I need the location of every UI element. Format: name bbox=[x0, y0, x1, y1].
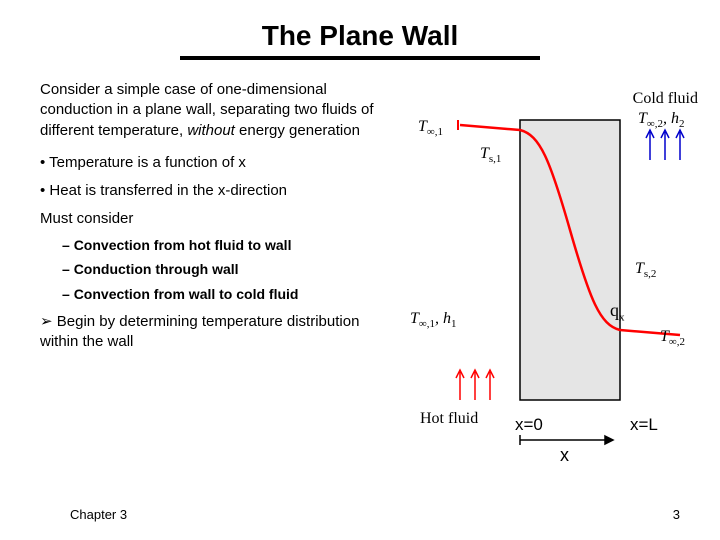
text-content: Consider a simple case of one-dimensiona… bbox=[40, 80, 380, 353]
Tinf2h2-label: T∞,2, h2 bbox=[638, 110, 685, 130]
Ts1-label: Ts,1 bbox=[480, 145, 501, 165]
Tinf1-label: T∞,1 bbox=[418, 118, 443, 138]
x0-label: x=0 bbox=[515, 415, 543, 435]
slide-title: The Plane Wall bbox=[0, 0, 720, 52]
wall-rect bbox=[520, 120, 620, 400]
must-consider: Must consider bbox=[40, 209, 380, 229]
intro-paragraph: Consider a simple case of one-dimensiona… bbox=[40, 80, 380, 141]
hot-arrows bbox=[456, 370, 494, 400]
Tinf1h1-label: T∞,1, h1 bbox=[410, 310, 457, 330]
Ts2-label: Ts,2 bbox=[635, 260, 656, 280]
dash-2: Conduction through wall bbox=[62, 260, 380, 279]
title-underline bbox=[180, 56, 540, 60]
dash-3: Convection from wall to cold fluid bbox=[62, 285, 380, 304]
bullet-1: Temperature is a function of x bbox=[40, 153, 380, 173]
x-label: x bbox=[560, 445, 569, 466]
intro-tail: energy generation bbox=[235, 122, 360, 139]
final-bullet: Begin by determining temperature distrib… bbox=[40, 312, 380, 353]
xL-label: x=L bbox=[630, 415, 658, 435]
footer-chapter: Chapter 3 bbox=[70, 507, 127, 522]
qx-label: qx bbox=[610, 300, 625, 324]
dash-1: Convection from hot fluid to wall bbox=[62, 236, 380, 255]
hot-fluid-label: Hot fluid bbox=[420, 410, 478, 428]
cold-fluid-label: Cold fluid bbox=[633, 90, 698, 108]
bullet-2: Heat is transferred in the x-direction bbox=[40, 181, 380, 201]
plane-wall-diagram: Cold fluid Hot fluid T∞,1 Ts,1 Ts,2 T∞,2… bbox=[400, 90, 700, 450]
intro-italic: without bbox=[187, 122, 235, 139]
Tinf2-label: T∞,2 bbox=[660, 328, 685, 348]
footer-page: 3 bbox=[673, 507, 680, 522]
x-axis-arrow bbox=[520, 435, 613, 445]
cold-arrows bbox=[646, 130, 684, 160]
